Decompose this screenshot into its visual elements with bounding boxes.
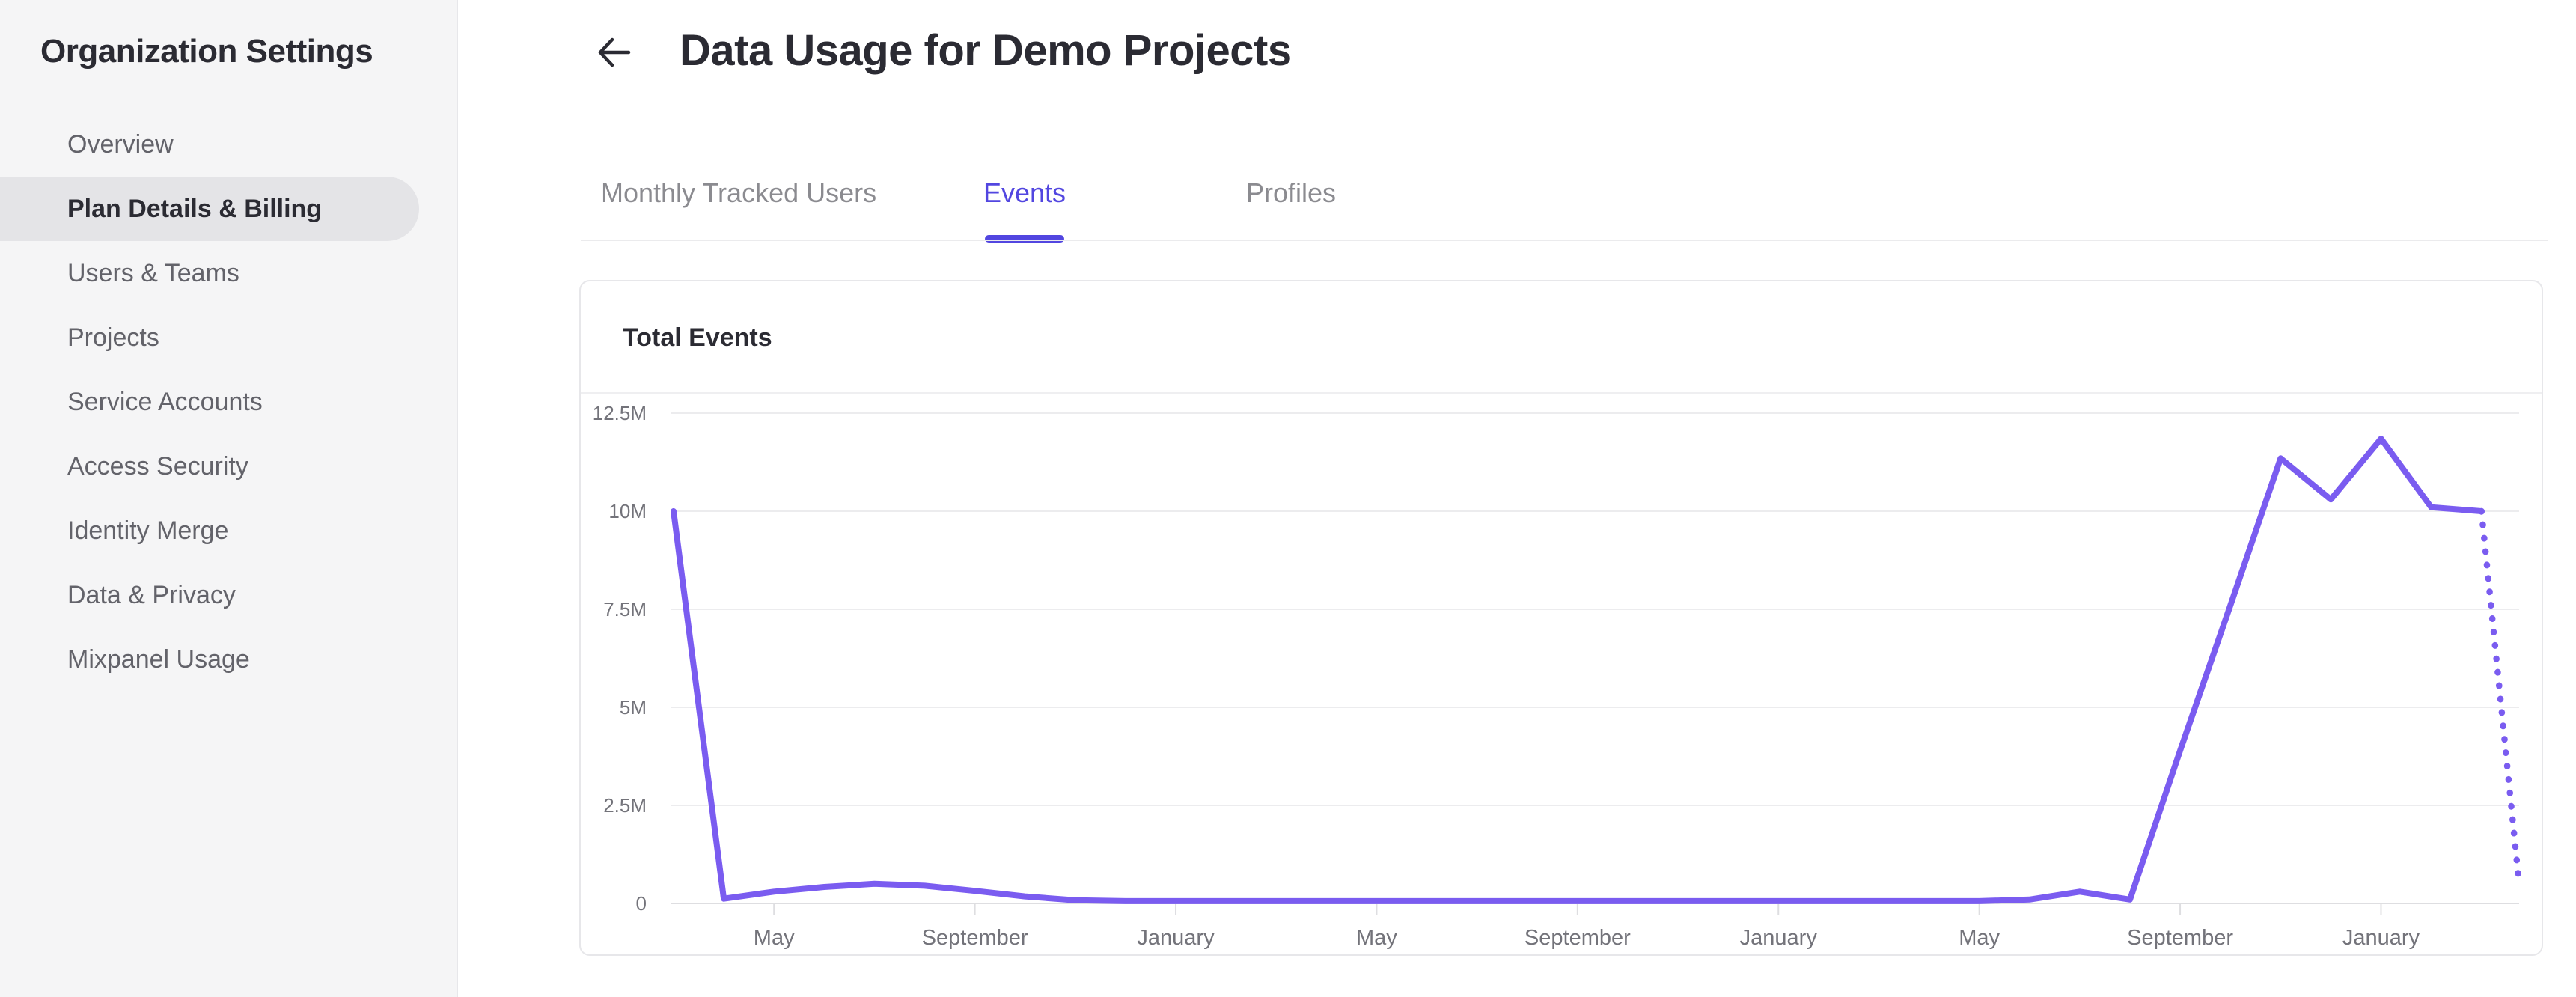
sidebar-item-projects[interactable]: Projects [67,323,159,352]
svg-text:January: January [1740,926,1818,950]
svg-text:September: September [1524,926,1631,950]
svg-text:September: September [2127,926,2233,950]
tab-profiles[interactable]: Profiles [1246,159,1336,243]
sidebar-item-mixpanel-usage[interactable]: Mixpanel Usage [67,645,250,674]
events-line-solid [671,436,2485,904]
svg-text:7.5M: 7.5M [603,598,647,621]
svg-text:May: May [1959,926,2000,950]
sidebar-item-service-accounts[interactable]: Service Accounts [67,388,263,416]
sidebar-item-identity-merge[interactable]: Identity Merge [67,516,229,545]
svg-text:January: January [1137,926,1215,950]
svg-text:May: May [754,926,795,950]
svg-text:May: May [1356,926,1397,950]
svg-text:September: September [922,926,1028,950]
svg-text:5M: 5M [620,696,647,719]
back-button[interactable] [591,30,636,75]
tab-label: Monthly Tracked Users [601,177,877,208]
sidebar-nav: Overview Plan Details & Billing Users & Te… [0,112,458,692]
arrow-left-icon [598,37,631,67]
tab-events[interactable]: Events [983,159,1066,243]
total-events-card: Total Events 0 2.5M 5M 7.5M 10M 12.5M May Septe… [579,280,2543,956]
x-axis-labels: May September January May September January Ma… [754,903,2420,950]
main-content: Data Usage for Demo Projects Monthly Tra… [458,0,2576,997]
svg-text:2.5M: 2.5M [603,794,647,817]
card-title: Total Events [623,323,772,352]
sidebar-item-access-security[interactable]: Access Security [67,452,248,481]
card-header: Total Events [581,281,2542,394]
events-line-projected-dotted [2478,507,2523,888]
sidebar-title: Organization Settings [40,33,373,70]
sidebar: Organization Settings Overview Plan Detai… [0,0,458,997]
active-tab-underline [985,235,1065,243]
page-title: Data Usage for Demo Projects [680,26,1292,75]
sidebar-item-plan-details-billing[interactable]: Plan Details & Billing [0,177,419,241]
sidebar-item-overview[interactable]: Overview [67,130,174,159]
tab-label: Events [983,177,1066,208]
tab-label: Profiles [1246,177,1337,208]
svg-text:10M: 10M [608,500,647,522]
y-gridlines: 0 2.5M 5M 7.5M 10M 12.5M [593,402,2519,915]
tab-monthly-tracked-users[interactable]: Monthly Tracked Users [601,159,876,243]
usage-tabs: Monthly Tracked Users Events Profiles [458,159,2554,243]
sidebar-item-users-teams[interactable]: Users & Teams [67,259,239,287]
svg-text:January: January [2342,926,2420,950]
svg-text:12.5M: 12.5M [593,402,647,424]
sidebar-item-data-privacy[interactable]: Data & Privacy [67,581,236,609]
tabs-divider [581,240,2548,241]
svg-text:0: 0 [636,892,647,915]
